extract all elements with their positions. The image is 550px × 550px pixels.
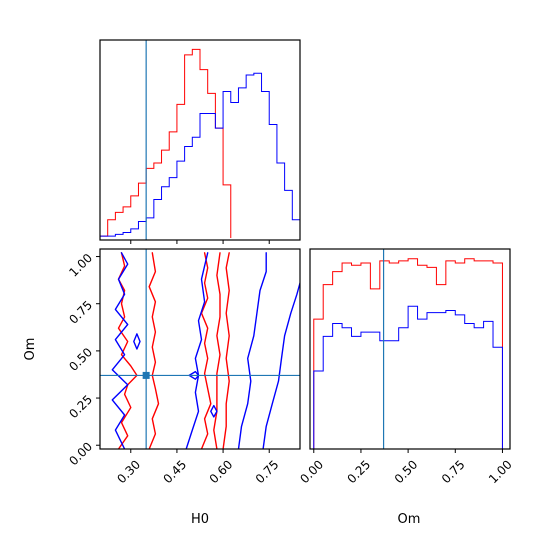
om-x-tick-label: 1.00: [486, 457, 515, 486]
contour-series-1-line-5: [222, 252, 230, 449]
om-y-tick-label: 1.00: [66, 251, 95, 280]
h0-x-tick-label: 0.75: [253, 457, 282, 486]
om-histogram-frame: [309, 248, 511, 450]
truth-marker: [142, 371, 150, 379]
om-histogram-series-1: [313, 258, 503, 449]
contour-series-2-line-5: [133, 333, 141, 350]
contour-series-1-line-1: [117, 252, 138, 449]
contour-series-2-line-1: [111, 252, 129, 449]
h0-histogram-panel: [99, 39, 301, 244]
contour-series-2-line-4: [262, 282, 300, 449]
om-histogram-series-2: [313, 305, 503, 449]
x-axis-label-h0: H0: [191, 512, 209, 527]
om-x-tick-label: 0.00: [297, 457, 326, 486]
x-axis-label-om: Om: [398, 512, 421, 527]
contour-series-2-line-3: [237, 252, 267, 449]
om-histogram-plot-area: [313, 249, 503, 449]
om-x-tick-label: 0.75: [439, 457, 468, 486]
h0-histogram-frame: [99, 39, 301, 241]
h0-x-tick-label: 0.60: [207, 457, 236, 486]
contour-panel-frame: [99, 248, 301, 450]
contour-series-1-line-3: [200, 252, 212, 449]
om-y-tick-label: 0.25: [66, 392, 95, 421]
om-y-tick-label: 0.50: [66, 345, 95, 374]
contour-series-1-line-2: [148, 252, 160, 449]
h0-om-contour-panel: 0.30 0.45 0.60 0.75 0.00 0.25 0.50 0.75 1.00: [66, 248, 301, 486]
contour-plot-area: [100, 249, 300, 449]
om-x-tick-label: 0.50: [392, 457, 421, 486]
om-y-tick-label: 0.00: [66, 439, 95, 468]
contour-series-2-line-7: [210, 404, 218, 418]
h0-x-tick-label: 0.30: [114, 457, 143, 486]
h0-histogram-series-2: [100, 72, 300, 238]
h0-histogram-plot-area: [100, 40, 300, 240]
contour-series-1-line-4: [213, 252, 221, 449]
h0-histogram-series-1: [100, 48, 232, 238]
om-histogram-panel: 0.00 0.25 0.50 0.75 1.00: [297, 248, 515, 486]
y-axis-label-om: Om: [23, 338, 38, 361]
om-y-tick-label: 0.75: [66, 298, 95, 327]
om-x-tick-label: 0.25: [344, 457, 373, 486]
h0-x-tick-label: 0.45: [160, 457, 189, 486]
contour-series-2-line-2: [185, 252, 209, 449]
